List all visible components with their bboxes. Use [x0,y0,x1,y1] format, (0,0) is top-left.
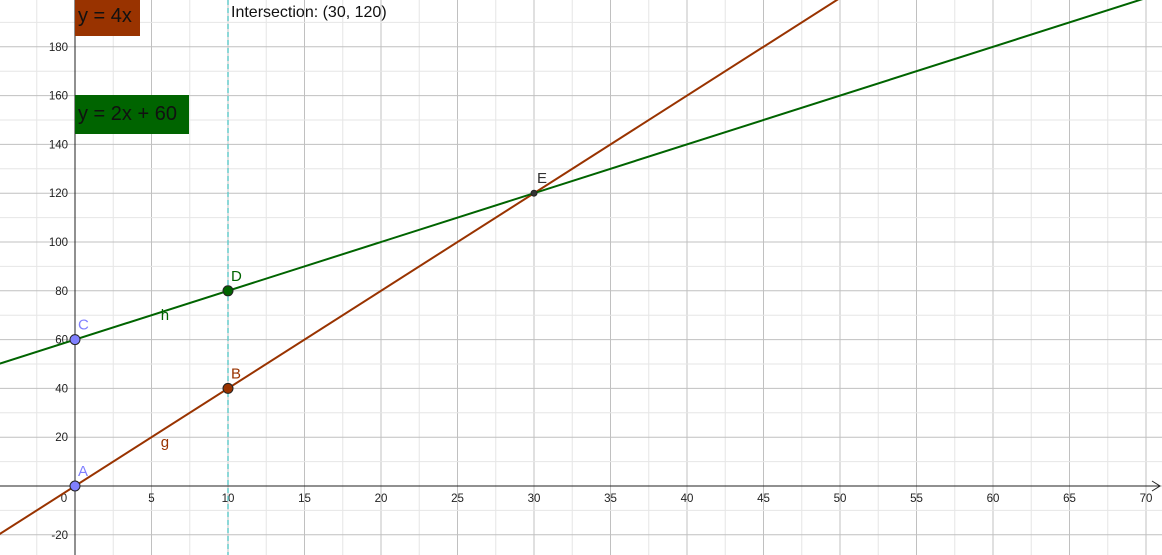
x-tick-label: 5 [148,493,154,505]
x-tick-label: 40 [681,493,694,505]
y-tick-label: 80 [55,286,68,298]
point-C [69,334,81,346]
x-tick-label: 35 [604,493,617,505]
tick-labels: 0510152025303540455055606570-20204060801… [49,42,1153,542]
x-tick-label: 20 [375,493,388,505]
line-g [0,0,839,536]
y-tick-label: 40 [55,383,68,395]
line-label-g: g [161,434,169,451]
point-label-A: A [78,463,88,480]
equation-h-box[interactable]: y = 2x + 60 [75,95,189,134]
y-tick-label: 120 [49,188,68,200]
point-D [222,285,234,297]
y-tick-label: 140 [49,139,68,151]
y-tick-label: 20 [55,432,68,444]
x-tick-label: 15 [298,493,311,505]
point-E [530,189,538,197]
x-tick-label: 65 [1063,493,1076,505]
x-tick-label: 30 [528,493,541,505]
y-tick-label: 100 [49,237,68,249]
equation-g-box[interactable]: y = 4x [75,0,140,36]
point-A [69,480,81,492]
x-tick-label: 55 [910,493,923,505]
x-tick-label: 60 [987,493,1000,505]
line-label-h: h [161,307,169,324]
x-tick-label: 70 [1140,493,1153,505]
point-label-C: C [78,317,89,334]
x-tick-label: 45 [757,493,770,505]
x-tick-label: 25 [451,493,464,505]
y-tick-label: 180 [49,42,68,54]
y-tick-label: 160 [49,91,68,103]
point-label-E: E [537,170,547,187]
intersection-label: Intersection: (30, 120) [231,4,387,21]
y-tick-label: -20 [51,530,68,542]
point-B [222,382,234,394]
x-tick-label: 50 [834,493,847,505]
point-label-B: B [231,365,241,382]
x-axis-arrow [1151,480,1161,492]
point-label-D: D [231,268,242,285]
line-h [0,0,1144,365]
x-tick-label: 0 [61,493,67,505]
